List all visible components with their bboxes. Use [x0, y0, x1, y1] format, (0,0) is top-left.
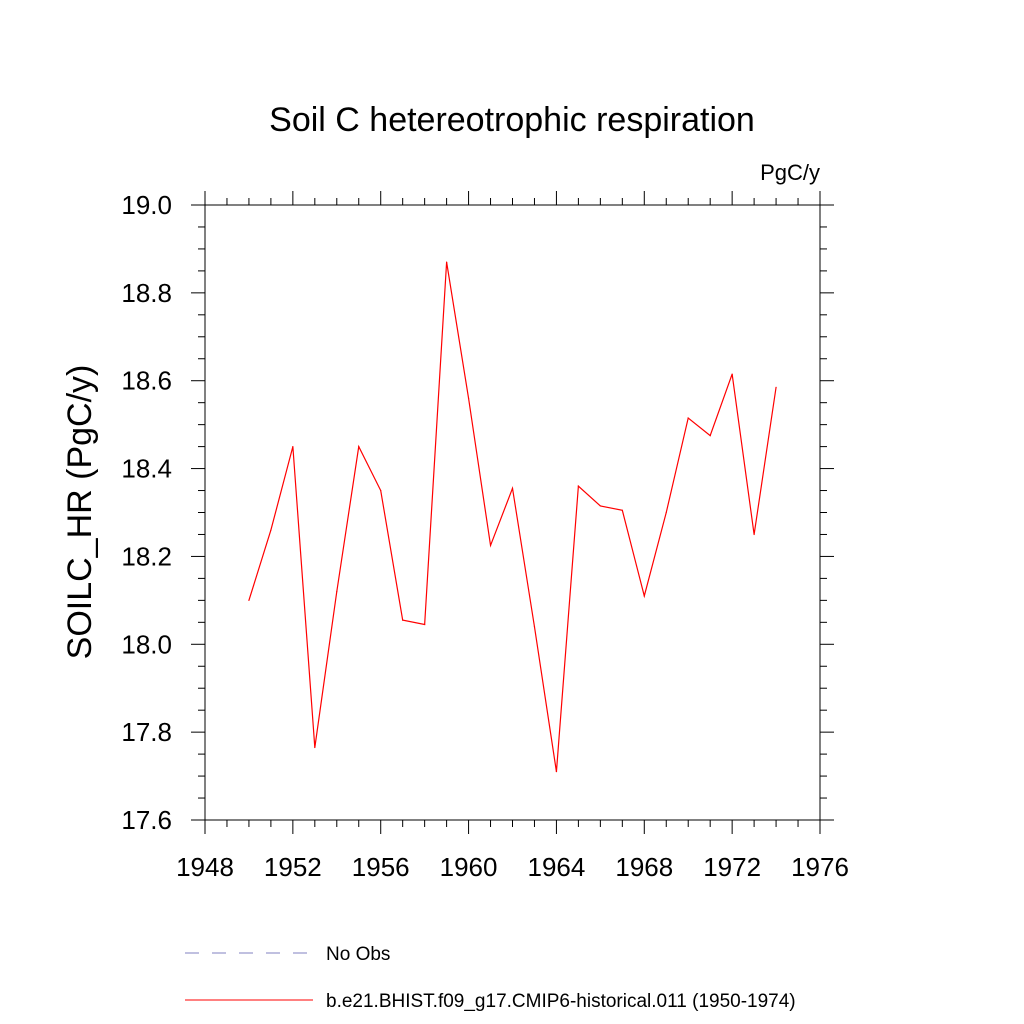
x-tick-label: 1948 — [176, 852, 234, 882]
data-point — [731, 373, 733, 375]
x-tick-label: 1952 — [264, 852, 322, 882]
data-point — [555, 771, 558, 773]
series-line — [248, 262, 777, 772]
data-point — [248, 599, 250, 601]
data-point — [489, 544, 492, 547]
data-point — [665, 511, 667, 514]
data-point — [533, 626, 536, 628]
legend-label: b.e21.BHIST.f09_g17.CMIP6-historical.011… — [326, 991, 796, 1012]
data-point — [380, 489, 382, 492]
axis-ticks: 1948 1952 1956 1960 1964 1968 1972 1976 17.6 17.8… — [121, 190, 849, 882]
data-point — [467, 397, 470, 399]
data-point — [446, 261, 448, 263]
data-point — [358, 446, 360, 448]
units-label: PgC/y — [760, 160, 820, 185]
x-tick-label: 1960 — [440, 852, 498, 882]
y-tick-label: 18.0 — [121, 629, 172, 659]
y-tick-label: 19.0 — [121, 190, 172, 220]
series-layer — [248, 261, 777, 773]
data-point — [424, 623, 426, 626]
data-point — [709, 435, 711, 437]
x-tick-label: 1968 — [615, 852, 673, 882]
data-point — [270, 529, 272, 531]
x-tick-label: 1964 — [528, 852, 586, 882]
x-tick-label: 1976 — [791, 852, 849, 882]
y-tick-label: 18.8 — [121, 278, 172, 308]
y-tick-label: 18.4 — [121, 454, 172, 484]
data-point — [577, 485, 579, 487]
data-point — [599, 505, 601, 507]
x-tick-label: 1956 — [352, 852, 410, 882]
data-point — [621, 509, 623, 511]
data-point — [511, 487, 514, 489]
x-tick-label: 1972 — [703, 852, 761, 882]
y-tick-label: 18.2 — [121, 541, 172, 571]
data-point — [687, 417, 689, 419]
y-tick-label: 17.6 — [121, 805, 172, 835]
data-point — [314, 746, 316, 749]
data-point — [775, 386, 777, 388]
y-tick-label: 18.6 — [121, 366, 172, 396]
data-point — [292, 446, 294, 448]
y-tick-label: 17.8 — [121, 717, 172, 747]
data-point — [753, 533, 755, 536]
legend: No Obs b.e21.BHIST.f09_g17.CMIP6-historic… — [185, 944, 796, 1012]
legend-label: No Obs — [326, 944, 390, 965]
data-point — [336, 590, 338, 593]
data-point — [643, 595, 645, 597]
y-axis-label: SOILC_HR (PgC/y) — [61, 365, 99, 660]
chart-title: Soil C hetereotrophic respiration — [269, 101, 755, 139]
data-point — [402, 619, 404, 621]
